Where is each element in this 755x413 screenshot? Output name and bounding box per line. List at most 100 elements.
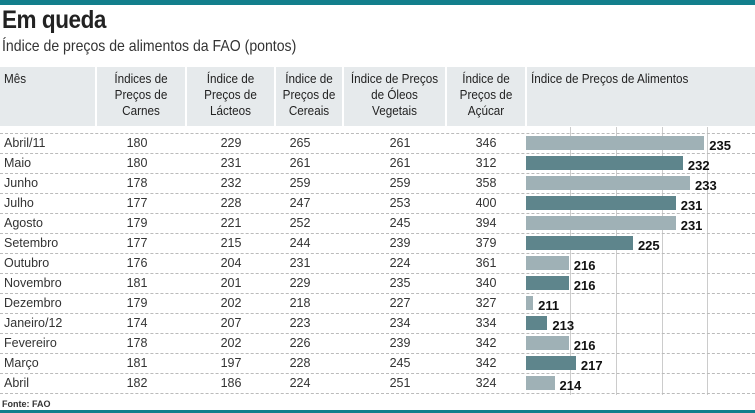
value-cell: 253 bbox=[389, 196, 411, 210]
bar bbox=[526, 316, 548, 330]
bar bbox=[526, 196, 676, 210]
value-cell: 251 bbox=[389, 376, 411, 390]
row-divider bbox=[0, 393, 755, 394]
bar bbox=[526, 356, 576, 370]
row-divider bbox=[0, 273, 755, 274]
table-row: Março 181 197 228 245 342 217 bbox=[0, 353, 755, 373]
value-cell: 178 bbox=[126, 176, 148, 190]
value-cell: 261 bbox=[389, 156, 411, 170]
value-cell: 358 bbox=[475, 176, 497, 190]
value-cell: 342 bbox=[475, 356, 497, 370]
row-divider bbox=[0, 353, 755, 354]
gridline bbox=[662, 127, 663, 395]
value-cell: 231 bbox=[220, 156, 242, 170]
value-cell: 259 bbox=[289, 176, 311, 190]
table-row: Abril/11 180 229 265 261 346 235 bbox=[0, 133, 755, 153]
value-cell: 186 bbox=[220, 376, 242, 390]
row-divider bbox=[0, 373, 755, 374]
chart-title: Em queda bbox=[2, 6, 106, 34]
bar bbox=[526, 236, 633, 250]
bar-value-label: 225 bbox=[637, 238, 660, 253]
value-cell: 221 bbox=[220, 216, 242, 230]
month-cell: Setembro bbox=[4, 236, 59, 250]
value-cell: 239 bbox=[389, 236, 411, 250]
month-cell: Janeiro/12 bbox=[4, 316, 63, 330]
value-cell: 224 bbox=[289, 376, 311, 390]
bar bbox=[526, 256, 569, 270]
value-cell: 245 bbox=[389, 356, 411, 370]
bar-value-label: 213 bbox=[552, 318, 575, 333]
value-cell: 177 bbox=[126, 196, 148, 210]
value-cell: 340 bbox=[475, 276, 497, 290]
value-cell: 252 bbox=[289, 216, 311, 230]
value-cell: 207 bbox=[220, 316, 242, 330]
value-cell: 334 bbox=[475, 316, 497, 330]
row-divider bbox=[0, 133, 755, 134]
month-cell: Fevereiro bbox=[4, 336, 57, 350]
value-cell: 178 bbox=[126, 336, 148, 350]
bar bbox=[526, 216, 676, 230]
value-cell: 228 bbox=[220, 196, 242, 210]
bar bbox=[526, 176, 690, 190]
source-note: Fonte: FAO bbox=[2, 399, 51, 409]
value-cell: 202 bbox=[220, 336, 242, 350]
table-row: Janeiro/12 174 207 223 234 334 213 bbox=[0, 313, 755, 333]
value-cell: 179 bbox=[126, 216, 148, 230]
column-header: Índice de Preços de Alimentos bbox=[527, 67, 755, 126]
column-header-label: Índice de Preços de Cereais bbox=[282, 71, 336, 118]
value-cell: 181 bbox=[126, 356, 148, 370]
bar-value-label: 235 bbox=[709, 138, 731, 153]
value-cell: 245 bbox=[389, 216, 411, 230]
column-header: Mês bbox=[0, 67, 95, 126]
value-cell: 247 bbox=[289, 196, 311, 210]
value-cell: 324 bbox=[475, 376, 497, 390]
value-cell: 202 bbox=[220, 296, 242, 310]
column-header-label: Índice de Preços de Açúcar bbox=[459, 71, 513, 118]
bar-value-label: 231 bbox=[680, 218, 703, 233]
bar-value-label: 216 bbox=[573, 258, 596, 273]
value-cell: 177 bbox=[126, 236, 148, 250]
bar bbox=[526, 296, 534, 310]
table-row: Agosto 179 221 252 245 394 231 bbox=[0, 213, 755, 233]
bar-value-label: 233 bbox=[694, 178, 717, 193]
value-cell: 244 bbox=[289, 236, 311, 250]
table-row: Outubro 176 204 231 224 361 216 bbox=[0, 253, 755, 273]
row-divider bbox=[0, 313, 755, 314]
value-cell: 228 bbox=[289, 356, 311, 370]
bar-value-label: 211 bbox=[538, 298, 560, 313]
row-divider bbox=[0, 193, 755, 194]
value-cell: 180 bbox=[126, 156, 148, 170]
value-cell: 239 bbox=[389, 336, 411, 350]
column-header-label: Índices de Preços de Carnes bbox=[114, 71, 168, 118]
bar bbox=[526, 136, 705, 150]
bar bbox=[526, 376, 555, 390]
table-row: Maio 180 231 261 261 312 232 bbox=[0, 153, 755, 173]
value-cell: 227 bbox=[389, 296, 411, 310]
row-divider bbox=[0, 173, 755, 174]
bar-value-label: 214 bbox=[559, 378, 582, 393]
table-row: Setembro 177 215 244 239 379 225 bbox=[0, 233, 755, 253]
value-cell: 346 bbox=[475, 136, 497, 150]
month-cell: Junho bbox=[4, 176, 39, 190]
month-cell: Julho bbox=[4, 196, 34, 210]
value-cell: 261 bbox=[389, 136, 411, 150]
value-cell: 176 bbox=[126, 256, 148, 270]
row-divider bbox=[0, 153, 755, 154]
table-row: Novembro 181 201 229 235 340 216 bbox=[0, 273, 755, 293]
value-cell: 261 bbox=[289, 156, 311, 170]
bar-value-label: 232 bbox=[687, 158, 710, 173]
value-cell: 182 bbox=[126, 376, 148, 390]
value-cell: 204 bbox=[220, 256, 242, 270]
value-cell: 229 bbox=[220, 136, 242, 150]
bar-value-label: 216 bbox=[573, 278, 596, 293]
table-row: Junho 178 232 259 259 358 233 bbox=[0, 173, 755, 193]
column-header: Índice de Preços de Cereais bbox=[276, 67, 342, 126]
month-cell: Maio bbox=[4, 156, 32, 170]
value-cell: 180 bbox=[126, 136, 148, 150]
top-accent-bar bbox=[0, 0, 755, 5]
month-cell: Outubro bbox=[4, 256, 50, 270]
bar-value-label: 217 bbox=[580, 358, 603, 373]
value-cell: 234 bbox=[389, 316, 411, 330]
gridline bbox=[707, 127, 708, 395]
bar-value-label: 231 bbox=[680, 198, 703, 213]
